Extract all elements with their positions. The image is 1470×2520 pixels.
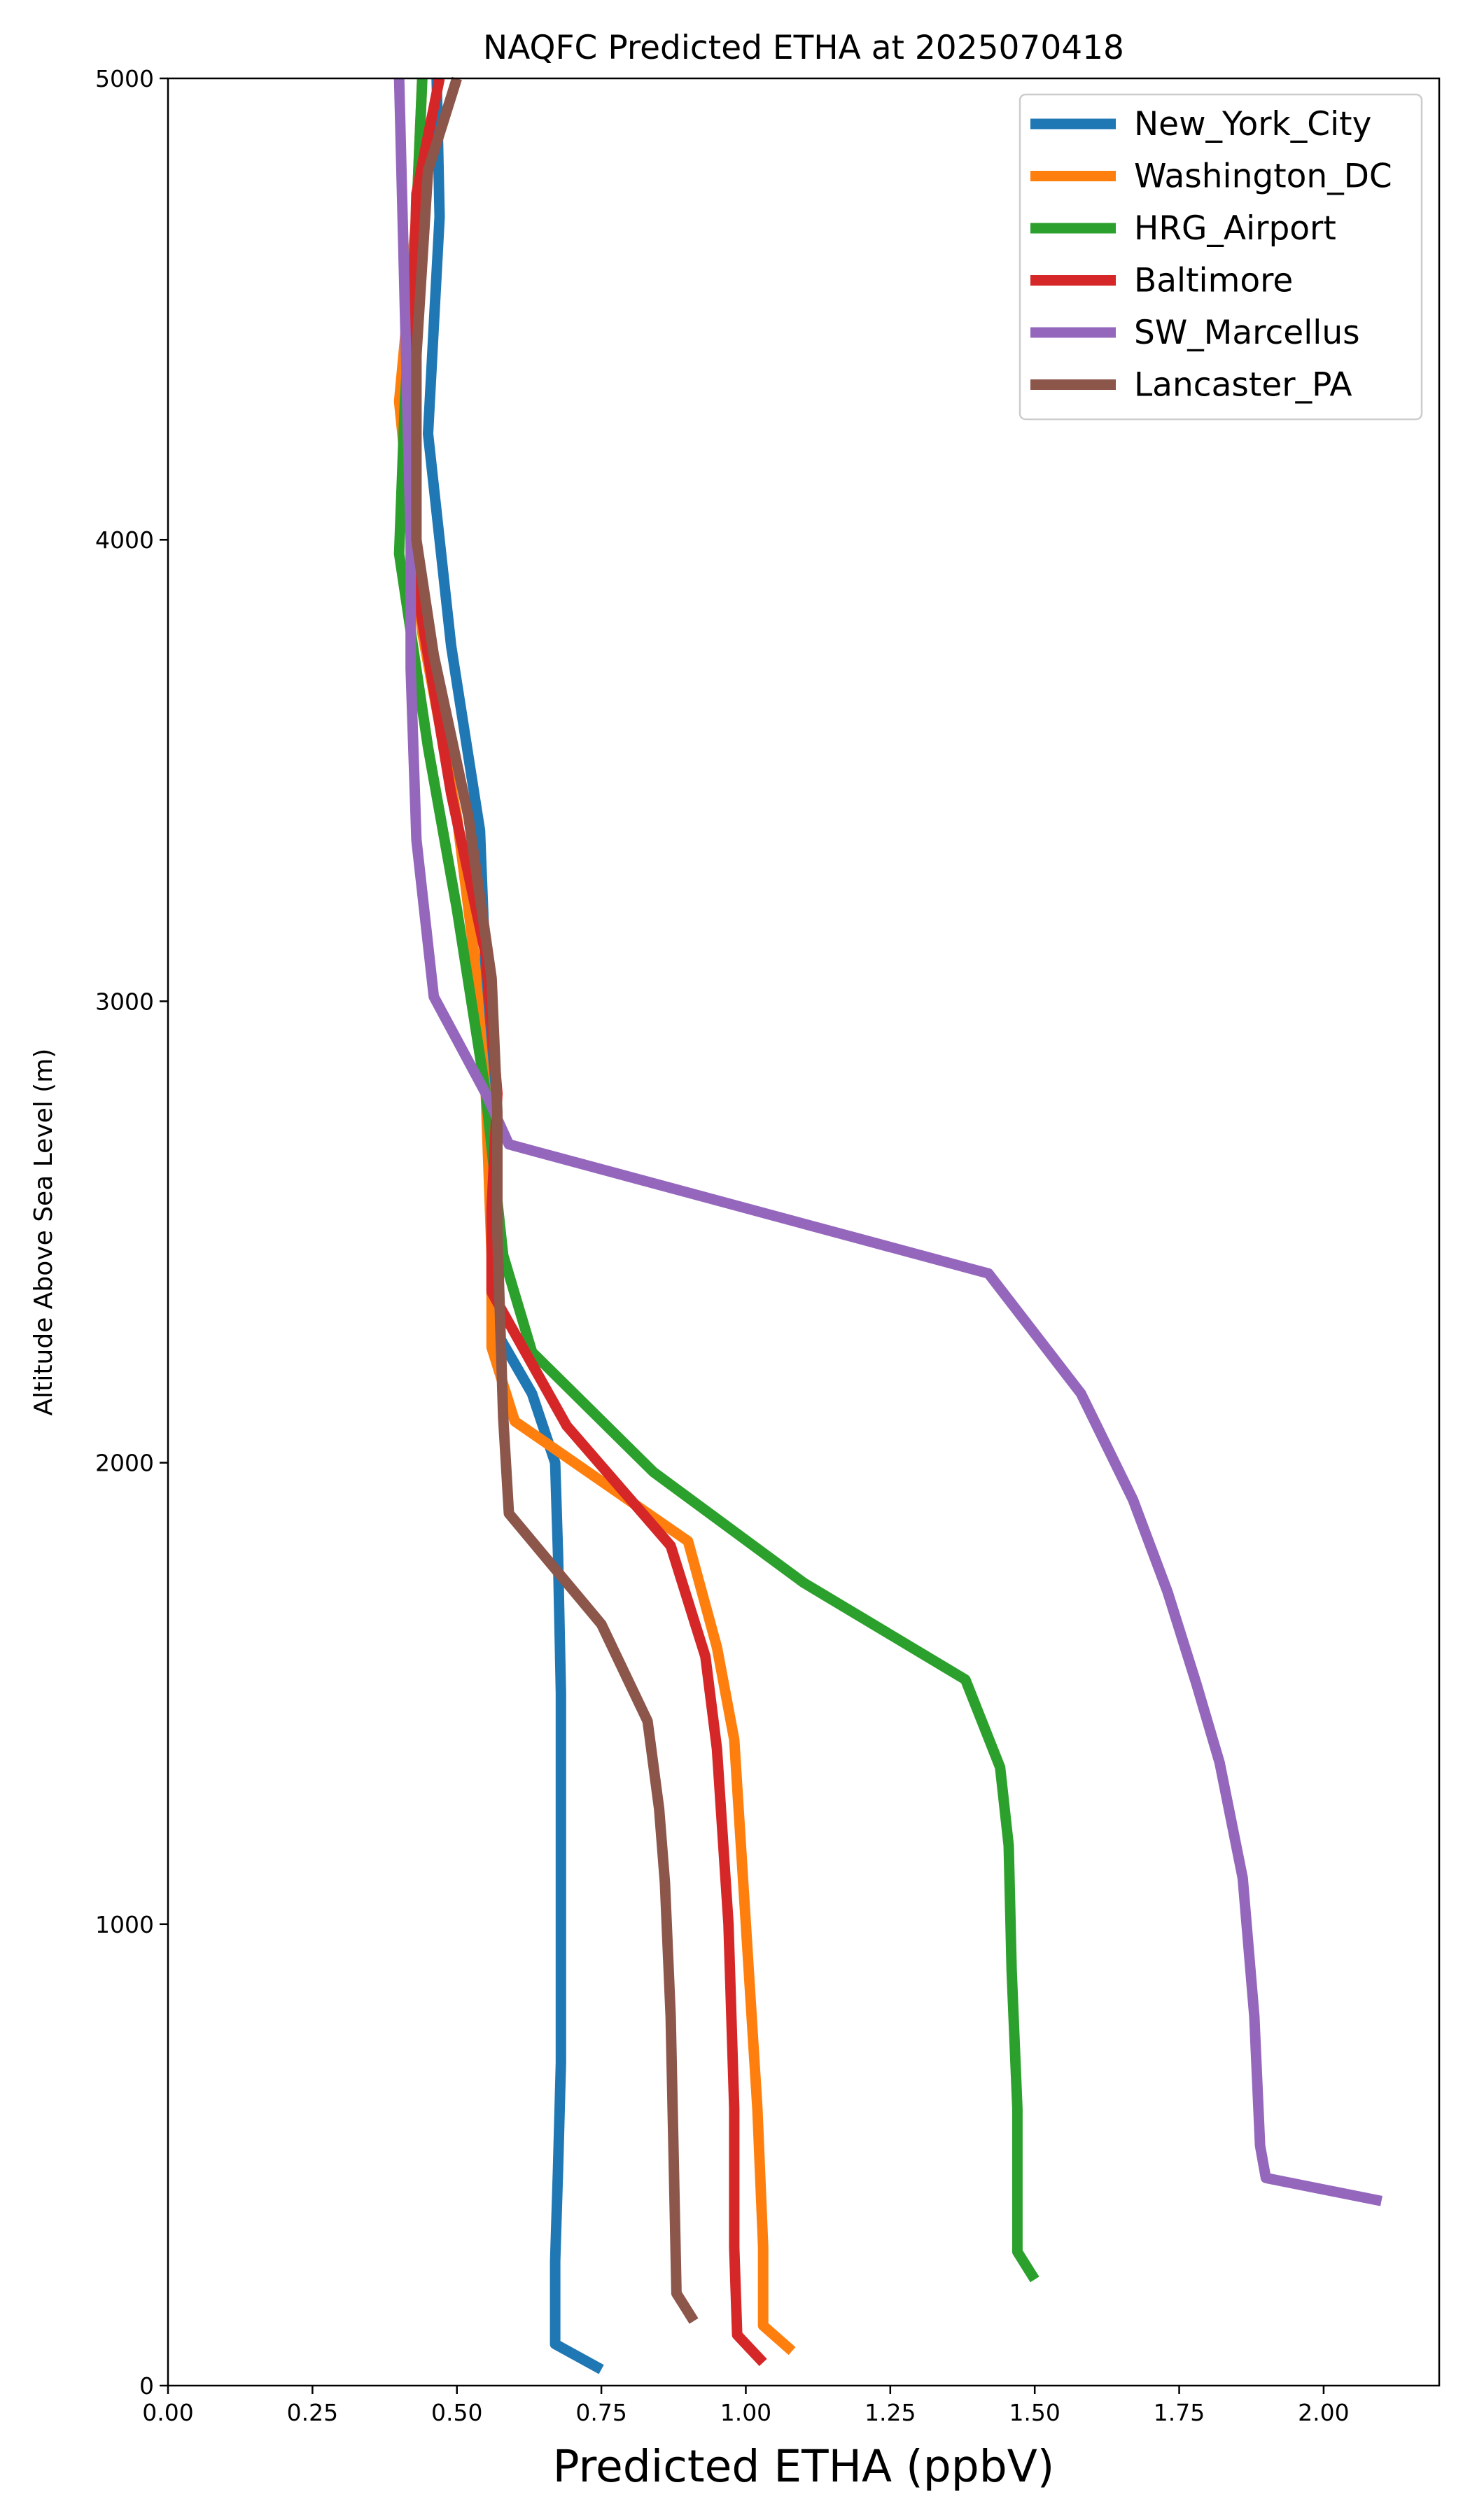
plot-area	[393, 76, 1382, 2374]
legend-label-sw-marcellus: SW_Marcellus	[1134, 314, 1360, 352]
x-axis-title: Predicted ETHA (ppbV)	[553, 2441, 1055, 2492]
series-line-hrg-airport	[393, 78, 1040, 2283]
series-line-new-york-city	[423, 78, 604, 2374]
y-tick-label: 2000	[95, 1450, 154, 1477]
series-line-lancaster-pa	[411, 76, 699, 2324]
legend-label-new-york-city: New_York_City	[1134, 105, 1371, 144]
y-axis: 0 1000 2000 3000 4000 5000	[95, 65, 168, 2400]
y-tick-label: 3000	[95, 988, 154, 1015]
y-axis-title: Altitude Above Sea Level (m)	[29, 1049, 58, 1416]
y-tick-label: 4000	[95, 526, 154, 554]
y-tick-label: 0	[139, 2372, 154, 2400]
legend-frame	[1018, 93, 1423, 421]
y-tick-label: 1000	[95, 1911, 154, 1938]
chart-title: NAQFC Predicted ETHA at 2025070418	[483, 29, 1124, 67]
legend-label-lancaster-pa: Lancaster_PA	[1134, 366, 1352, 405]
x-tick-label: 1.25	[864, 2399, 916, 2426]
x-tick-label: 1.75	[1154, 2399, 1205, 2426]
series-line-sw-marcellus	[393, 78, 1382, 2206]
legend: New_York_City Washington_DC HRG_Airport Bal…	[1018, 93, 1423, 421]
x-tick-label: 1.50	[1009, 2399, 1060, 2426]
x-tick-label: 0.25	[287, 2399, 338, 2426]
legend-label-hrg-airport: HRG_Airport	[1134, 209, 1336, 248]
legend-label-baltimore: Baltimore	[1134, 262, 1293, 300]
x-tick-label: 1.00	[720, 2399, 771, 2426]
x-tick-label: 0.00	[142, 2399, 193, 2426]
x-axis: 0.00 0.25 0.50 0.75 1.00 1.25 1.50 1.75 2.00	[142, 2386, 1350, 2426]
x-tick-label: 0.75	[575, 2399, 626, 2426]
x-tick-label: 2.00	[1298, 2399, 1349, 2426]
plot-frame	[167, 77, 1441, 2387]
legend-label-washington-dc: Washington_DC	[1134, 158, 1392, 196]
x-tick-label: 0.50	[431, 2399, 482, 2426]
y-tick-label: 5000	[95, 65, 154, 92]
